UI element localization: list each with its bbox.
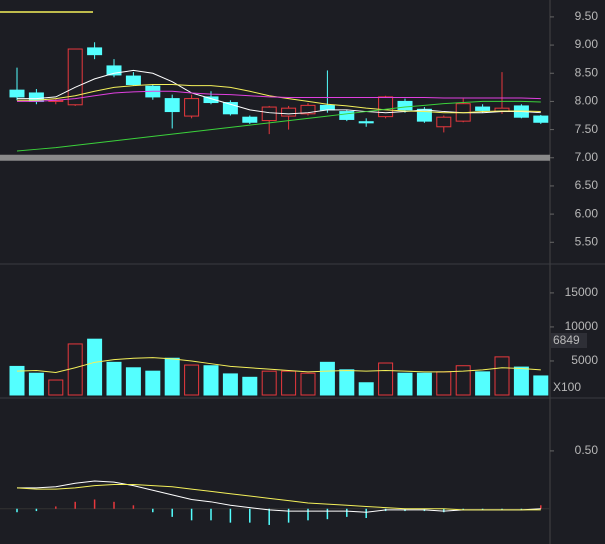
volume-bar (87, 338, 103, 396)
volume-bar (9, 365, 25, 396)
volume-bar (455, 365, 471, 396)
volume-bar (397, 372, 413, 396)
candle-body (319, 104, 335, 111)
marker-box (551, 333, 587, 348)
volume-bar (203, 365, 219, 396)
volume-bar (378, 362, 394, 396)
y-tick-label: 8.50 (575, 65, 599, 79)
candle-body (242, 116, 258, 123)
candle-body (164, 98, 180, 113)
candle-body (436, 116, 452, 128)
candle-body (125, 75, 141, 86)
volume-bar (125, 367, 141, 396)
unit-label: X100 (553, 380, 581, 394)
candle-body (339, 111, 355, 120)
ma-line (17, 90, 541, 102)
unit-box (551, 380, 587, 395)
ma-line (16, 483, 541, 511)
volume-bar (106, 361, 122, 396)
volume-bar (319, 361, 335, 396)
candle-body (203, 96, 219, 104)
candle-body (184, 98, 200, 117)
volume-bar (222, 373, 238, 396)
volume-bar (475, 371, 491, 396)
ma-line (16, 100, 541, 152)
volume-bar (164, 357, 180, 396)
volume-bar (145, 370, 161, 396)
volume-bar (416, 372, 432, 396)
ma-line (16, 357, 541, 374)
ma-line (17, 480, 541, 513)
volume-marker-label: 6849 (553, 333, 580, 347)
volume-bar (48, 379, 64, 396)
y-tick-label: 0.50 (575, 443, 599, 457)
volume-bar (436, 371, 452, 396)
y-tick-label: 6.00 (575, 206, 599, 220)
y-tick-label: 6.50 (575, 178, 599, 192)
y-tick-label: 7.50 (575, 122, 599, 136)
y-tick-label: 10000 (565, 319, 599, 333)
candle-body (475, 106, 491, 111)
volume-bar (339, 369, 355, 396)
candle-body (533, 115, 549, 123)
candle-body (378, 96, 394, 118)
volume-bar (300, 372, 316, 396)
volume-bar (242, 376, 258, 396)
candle-body (222, 102, 238, 115)
volume-bar (261, 370, 277, 396)
volume-bar (358, 382, 374, 396)
y-tick-label: 7.00 (575, 150, 599, 164)
candle-body (281, 107, 297, 117)
y-tick-label: 9.50 (575, 9, 599, 23)
candle-body (261, 106, 277, 122)
y-tick-label: 8.00 (575, 94, 599, 108)
y-tick-label: 5.50 (575, 234, 599, 248)
y-tick-label: 15000 (565, 285, 599, 299)
candle-body (397, 100, 413, 111)
candle-body (416, 108, 432, 122)
volume-bar (513, 366, 529, 396)
y-tick-label: 5000 (571, 353, 598, 367)
volume-bar (28, 372, 44, 396)
candle-body (87, 47, 103, 56)
volume-bar (184, 364, 200, 396)
volume-bar (281, 370, 297, 396)
candle-body (358, 121, 374, 124)
candle-body (9, 89, 25, 98)
y-tick-label: 9.00 (575, 37, 599, 51)
volume-bar (533, 375, 549, 396)
volume-bar (494, 356, 510, 396)
ma-line (17, 69, 541, 115)
candle-body (67, 48, 83, 106)
candle-body (106, 65, 122, 76)
candle-body (300, 104, 316, 115)
